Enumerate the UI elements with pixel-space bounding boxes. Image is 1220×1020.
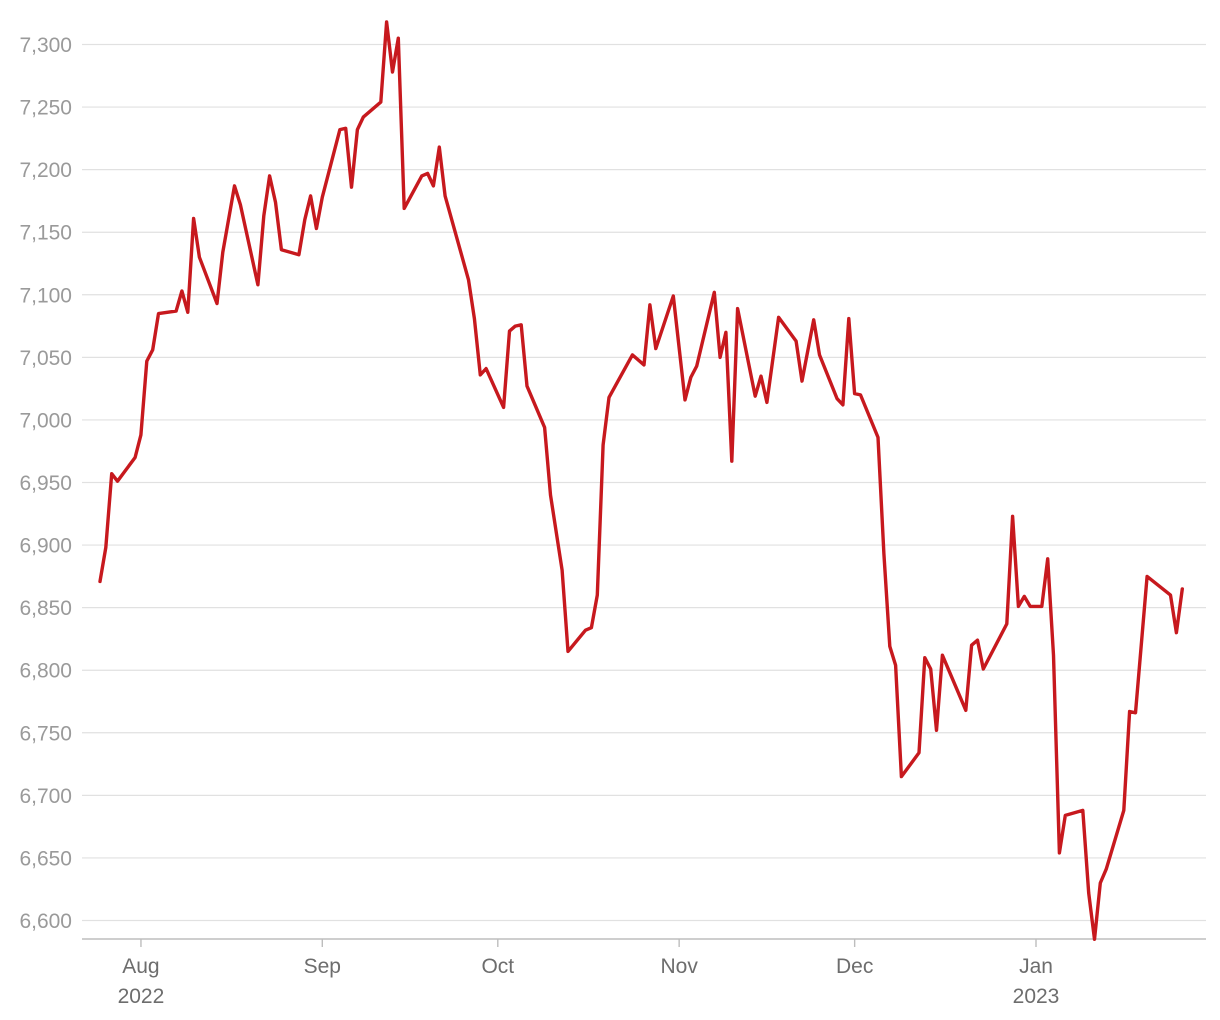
y-tick-label: 6,900 [19, 535, 72, 558]
y-tick-label: 7,200 [19, 159, 72, 182]
y-tick-label: 6,700 [19, 785, 72, 808]
y-tick-label: 6,950 [19, 472, 72, 495]
y-tick-label: 7,300 [19, 34, 72, 57]
x-axis: Aug 2022 Sep Oct Nov Dec Jan 2023 [82, 938, 1206, 1008]
y-tick-label: 7,050 [19, 347, 72, 370]
x-tick-label: Aug [122, 955, 159, 978]
x-tick-label: Jan [1019, 955, 1053, 978]
y-tick-label: 7,150 [19, 222, 72, 245]
grid-lines [82, 43, 1206, 922]
y-tick-label: 6,850 [19, 597, 72, 620]
y-tick-label: 7,000 [19, 409, 72, 432]
y-tick-label: 7,250 [19, 97, 72, 120]
x-tick-year-label: 2022 [118, 985, 165, 1008]
x-tick-label: Nov [660, 955, 698, 978]
y-tick-label: 6,600 [19, 910, 72, 933]
y-axis-labels: 6,600 6,650 6,700 6,750 6,800 6,850 6,900 6,950… [19, 34, 72, 933]
series-layer [98, 20, 1185, 941]
series-line [98, 20, 1185, 941]
y-tick-label: 6,650 [19, 847, 72, 870]
x-tick-label: Oct [481, 955, 514, 978]
y-tick-label: 6,750 [19, 722, 72, 745]
y-tick-label: 7,100 [19, 284, 72, 307]
x-tick-year-label: 2023 [1013, 985, 1060, 1008]
y-tick-label: 6,800 [19, 660, 72, 683]
x-tick-label: Dec [836, 955, 873, 978]
x-tick-label: Sep [304, 955, 341, 978]
